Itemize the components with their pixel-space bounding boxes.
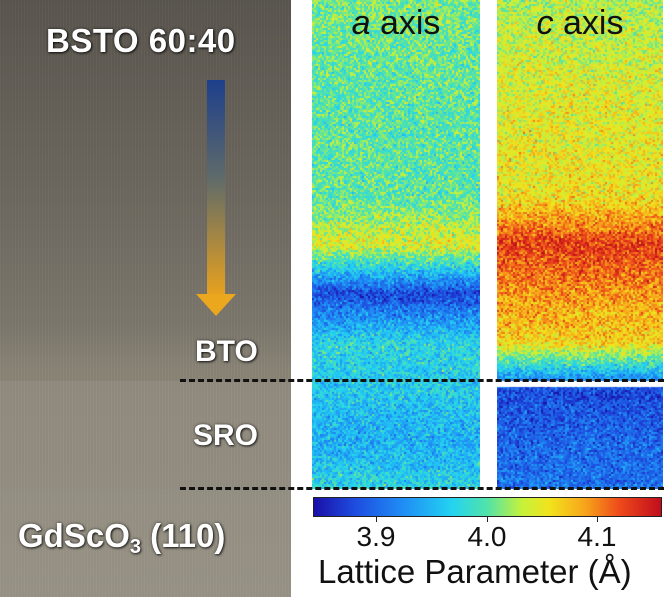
colorbar-tick (597, 517, 598, 522)
a-axis-title: a axis (312, 4, 480, 43)
c-axis-letter: c (536, 4, 554, 42)
c-axis-heatmap (497, 0, 663, 489)
colorbar-tick-label: 4.0 (467, 521, 507, 552)
colorbar-title: Lattice Parameter (Å) (318, 553, 632, 590)
colorbar (313, 497, 662, 517)
colorbar-tick (487, 517, 488, 522)
colorbar-tick (376, 517, 377, 522)
bto-layer-label: BTO (195, 335, 258, 368)
colorbar-tick-label: 4.1 (577, 521, 617, 552)
gradient-arrow-icon (196, 80, 236, 316)
a-axis-heatmap (312, 0, 480, 489)
substrate-orientation: (110) (140, 517, 226, 554)
c-axis-title: c axis (497, 4, 663, 43)
a-axis-map: a axis (312, 0, 480, 489)
colorbar-tick-label: 3.9 (356, 521, 396, 552)
c-axis-map: c axis (497, 0, 663, 489)
sro-region (0, 381, 291, 489)
c-axis-suffix: axis (553, 4, 624, 42)
film-label: BSTO 60:40 (46, 22, 236, 59)
a-axis-letter: a (351, 4, 371, 42)
substrate-subscript: 3 (129, 536, 141, 558)
substrate-region (0, 489, 291, 597)
sro-layer-label: SRO (193, 419, 259, 452)
tem-texture (0, 0, 291, 597)
sro-substrate-interface-line (180, 487, 664, 490)
substrate-label: GdScO3 (110) (18, 517, 225, 559)
bto-sro-interface-line (180, 379, 664, 382)
substrate-formula: GdScO (18, 517, 130, 554)
tem-image: BSTO 60:40 BTO SRO GdScO3 (110) (0, 0, 291, 597)
a-axis-suffix: axis (370, 4, 441, 42)
